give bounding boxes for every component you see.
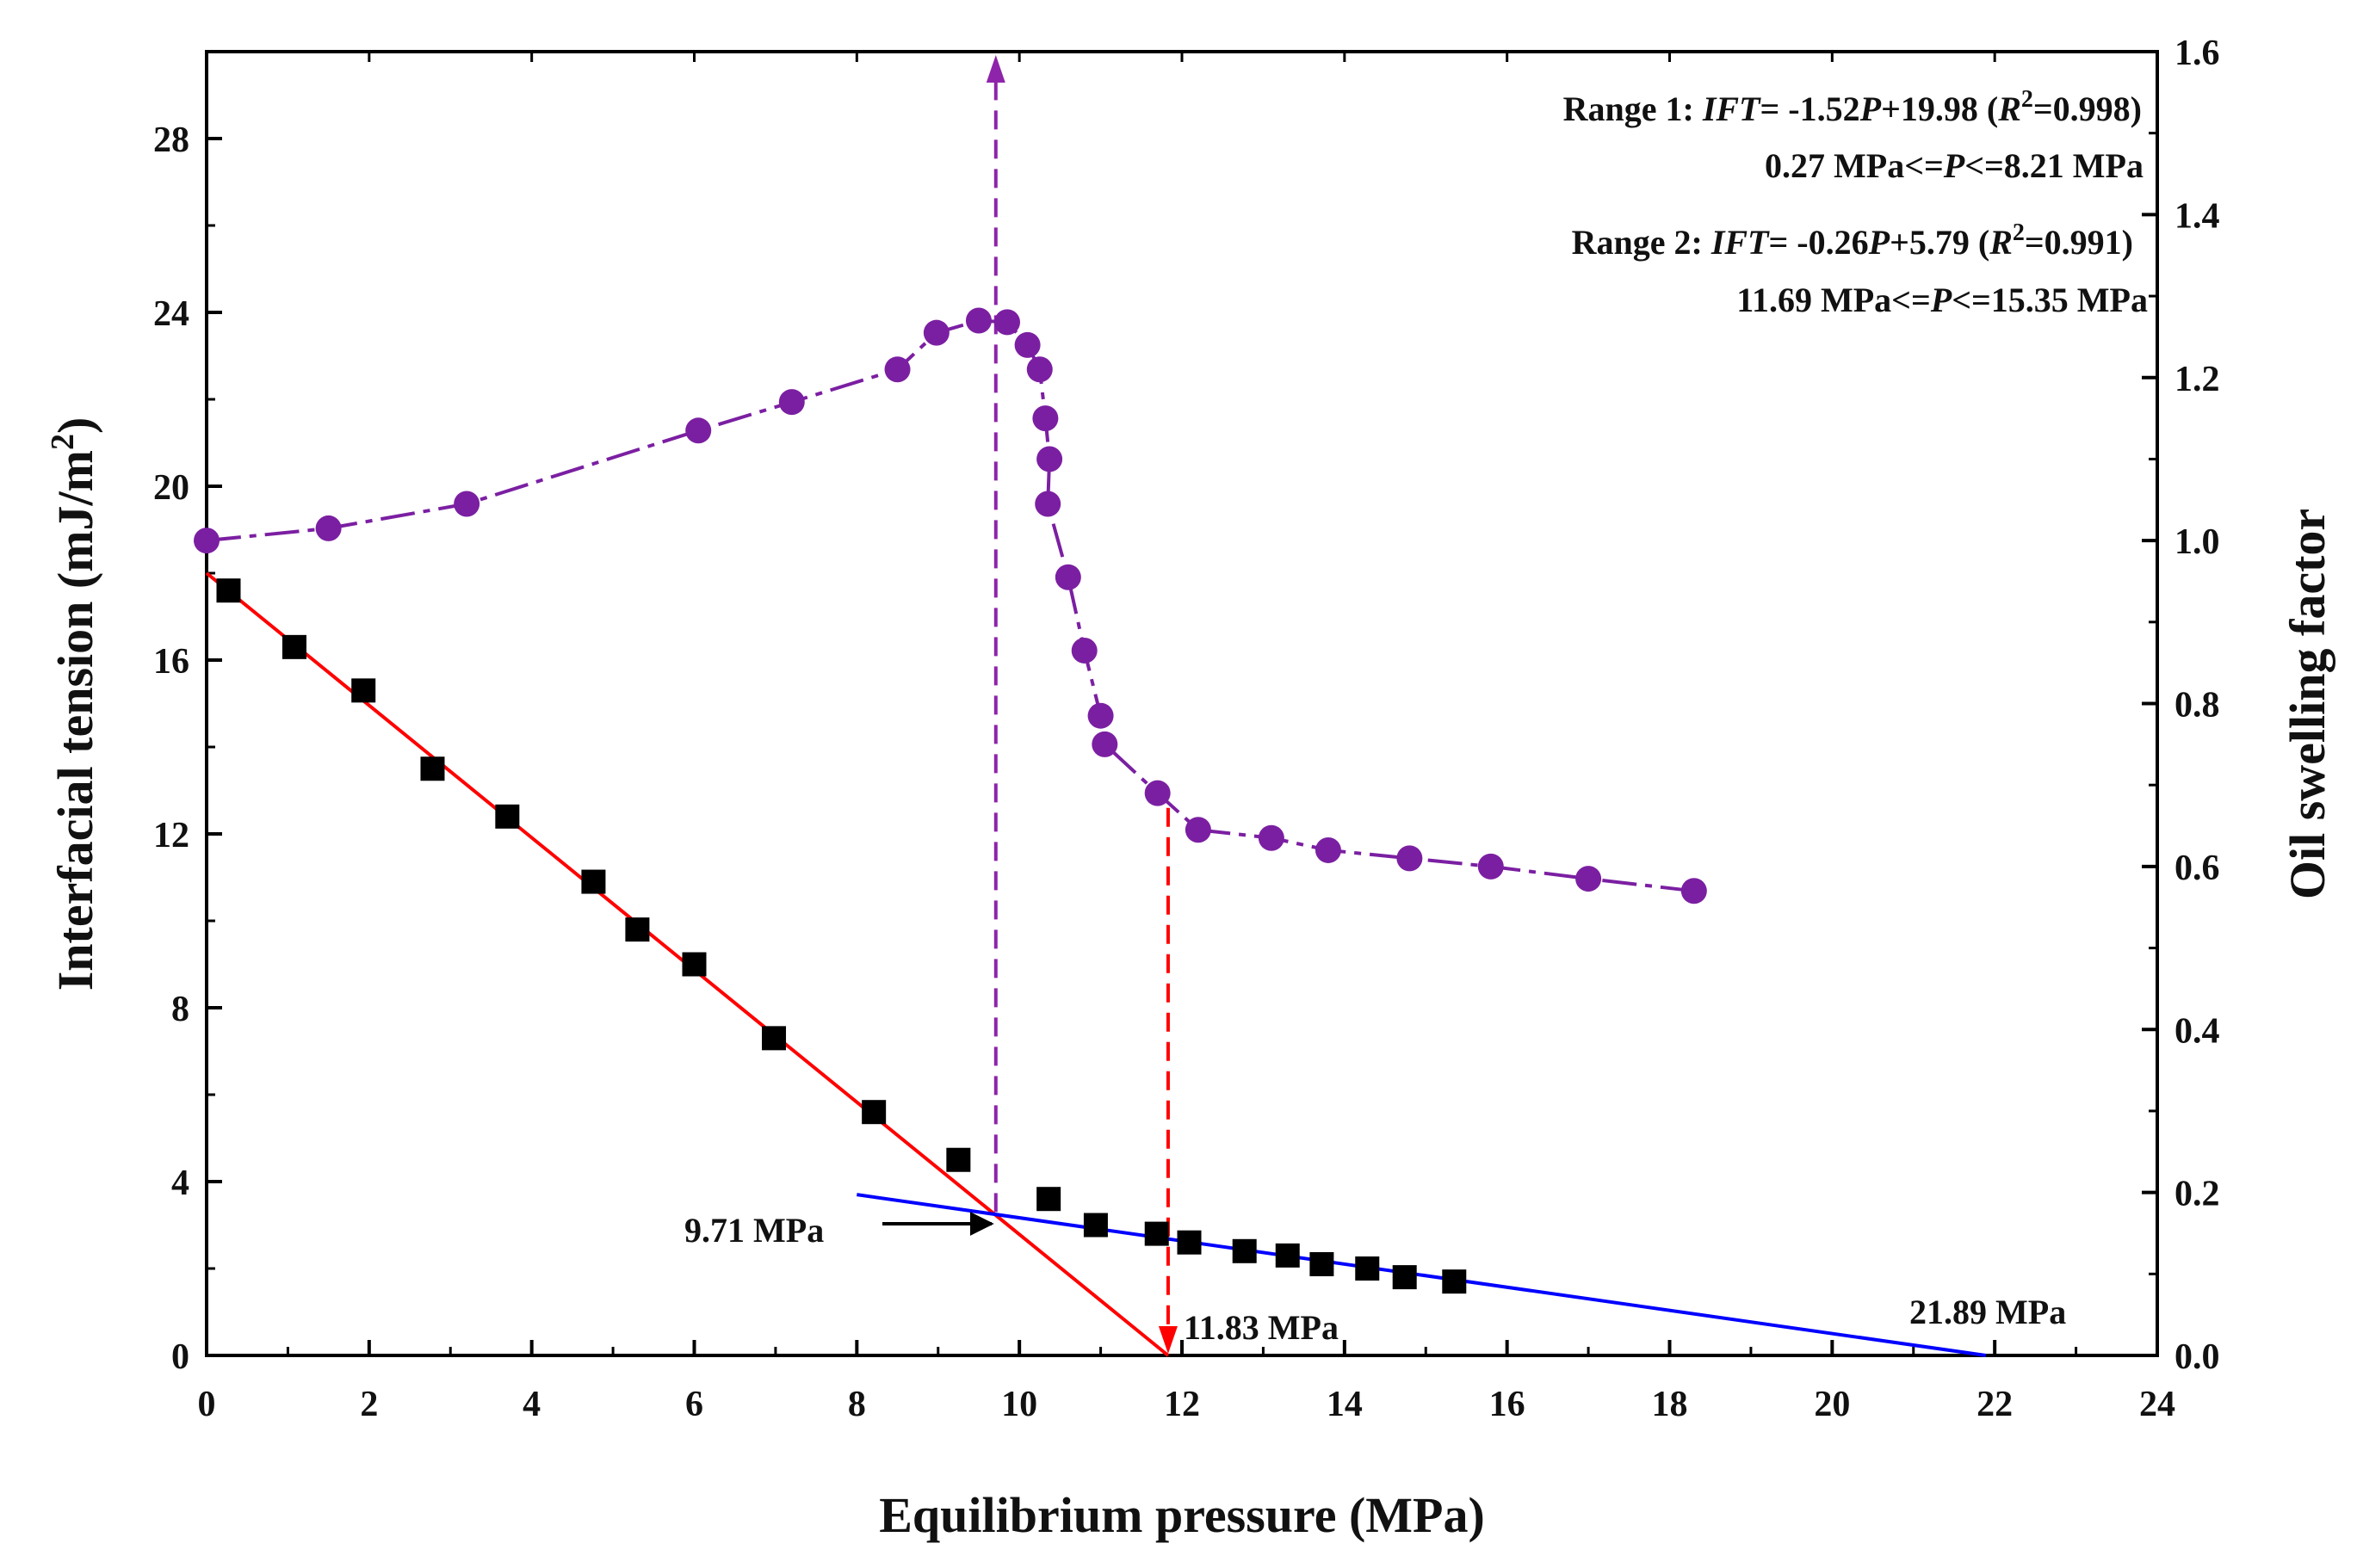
ift-point (351, 678, 376, 703)
range2-fit-line (857, 1193, 1987, 1357)
x-tick-label: 8 (848, 1385, 866, 1424)
y-left-tick-label: 8 (171, 990, 189, 1029)
swelling-factor-point (778, 389, 805, 416)
swelling-factor-point (315, 515, 342, 541)
ift-point (281, 634, 306, 659)
swelling-factor-point (685, 417, 712, 444)
y-right-tick-label: 1.2 (2175, 360, 2220, 399)
swelling-factor-point (1014, 331, 1041, 358)
x-tick-label: 4 (523, 1385, 541, 1424)
x-tick-label: 6 (685, 1385, 703, 1424)
swelling-factor-point (1575, 866, 1602, 892)
range2-equation: Range 2: IFT= -0.26P+5.79 (R2=0.991) (1572, 219, 2133, 262)
swelling-factor-point (1026, 356, 1053, 383)
swelling-factor-point (454, 491, 480, 517)
ift-point (1309, 1251, 1334, 1276)
y-left-axis-title: Interfacial tension (mJ/m2) (45, 417, 103, 991)
x-tick-label: 14 (1327, 1385, 1363, 1424)
swelling-factor-point (1035, 491, 1061, 517)
y-right-tick-label: 0.8 (2175, 686, 2220, 725)
x-tick-label: 0 (198, 1385, 216, 1424)
swelling-factor-point (1477, 853, 1504, 880)
swelling-factor-point (1315, 836, 1341, 863)
label-11-83-mpa: 11.83 MPa (1184, 1308, 1339, 1347)
y-right-tick-label: 0.4 (2175, 1011, 2220, 1051)
ift-point (420, 756, 445, 781)
y-right-axis-title: Oil swelling factor (2280, 509, 2335, 899)
ift-point (862, 1100, 887, 1125)
range2-condition: 11.69 MPa<=P<=15.35 MPa (1736, 281, 2148, 319)
label-9-71-mpa: 9.71 MPa (684, 1211, 824, 1250)
swelling-factor-point (1258, 824, 1284, 851)
x-axis-title: Equilibrium pressure (MPa) (879, 1487, 1485, 1543)
ift-point (1275, 1243, 1300, 1268)
y-right-tick-label: 1.0 (2175, 522, 2220, 562)
ift-point (682, 952, 707, 977)
y-left-tick-label: 20 (153, 468, 189, 508)
swelling-factor-point (1087, 702, 1114, 729)
x-tick-label: 20 (1814, 1385, 1850, 1424)
ift-point (1392, 1265, 1417, 1290)
ift-point (495, 804, 520, 829)
swelling-factor-connector (206, 318, 1695, 893)
vertical-dashed-11-83-arrowhead (1158, 1326, 1178, 1354)
swelling-factor-point (194, 528, 220, 554)
vertical-dashed-9-71-arrowhead (986, 55, 1005, 83)
swelling-factor-point (1036, 446, 1063, 472)
data-series (194, 307, 1707, 1294)
x-tick-label: 24 (2139, 1385, 2175, 1424)
swelling-factor-point (1071, 637, 1098, 664)
tick-layer: 0 2 4 6 8 10 12 14 16 18 20 22 2404812162024280.00.2… (153, 34, 2220, 1424)
y-left-tick-label: 12 (153, 816, 189, 855)
x-tick-label: 22 (1977, 1385, 2013, 1424)
x-tick-label: 12 (1164, 1385, 1200, 1424)
range1-condition: 0.27 MPa<=P<=8.21 MPa (1765, 146, 2144, 185)
swelling-factor-point (1032, 405, 1059, 432)
range1-equation: Range 1: IFT= -1.52P+19.98 (R2=0.998) (1563, 86, 2142, 128)
y-right-tick-label: 0.0 (2175, 1337, 2220, 1377)
ift-point (946, 1147, 971, 1172)
ift-point (762, 1026, 787, 1051)
y-left-tick-label: 4 (171, 1164, 189, 1203)
swelling-factor-point (965, 307, 992, 334)
ift-point (216, 578, 241, 603)
ift-point (1144, 1221, 1169, 1246)
ift-point (1232, 1238, 1257, 1263)
swelling-factor-point (884, 356, 911, 383)
y-right-tick-label: 0.6 (2175, 849, 2220, 888)
ift-point (625, 917, 650, 942)
x-tick-label: 18 (1652, 1385, 1688, 1424)
x-tick-label: 16 (1489, 1385, 1525, 1424)
ift-point (1177, 1230, 1202, 1255)
y-left-tick-label: 28 (153, 120, 189, 160)
y-left-tick-label: 0 (171, 1337, 189, 1377)
swelling-factor-point (1144, 780, 1171, 806)
x-tick-label: 10 (1001, 1385, 1037, 1424)
y-right-tick-label: 1.4 (2175, 196, 2220, 236)
swelling-factor-point (1185, 817, 1211, 843)
swelling-factor-point (1055, 564, 1081, 590)
y-right-tick-label: 0.2 (2175, 1175, 2220, 1214)
swelling-factor-point (1092, 731, 1118, 757)
x-tick-label: 2 (360, 1385, 378, 1424)
label-21-89-mpa: 21.89 MPa (1909, 1293, 2066, 1331)
swelling-factor-point (1680, 878, 1707, 904)
swelling-factor-point (1396, 845, 1423, 872)
ift-point (1442, 1269, 1467, 1294)
ift-point (1036, 1187, 1061, 1212)
ift-point (1083, 1213, 1108, 1238)
ift-point (581, 869, 606, 894)
y-left-tick-label: 24 (153, 294, 189, 334)
y-left-tick-label: 16 (153, 642, 189, 682)
swelling-factor-point (994, 309, 1021, 336)
swelling-factor-point (923, 319, 950, 346)
y-right-tick-label: 1.6 (2175, 34, 2220, 73)
ift-point (1355, 1256, 1380, 1281)
